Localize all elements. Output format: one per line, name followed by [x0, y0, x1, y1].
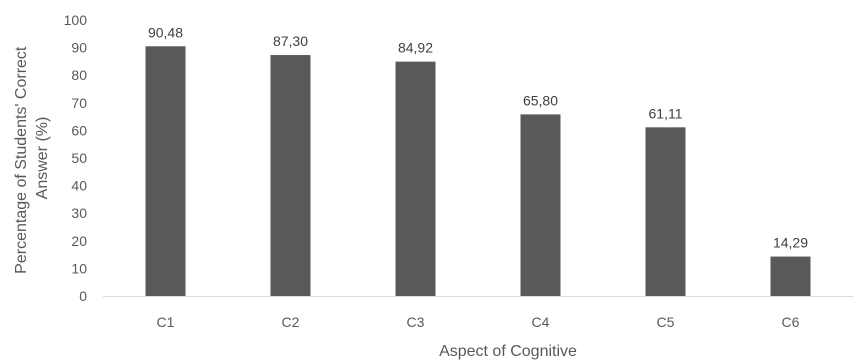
y-axis-title: Percentage of Students' Correct Answer (… — [13, 42, 51, 274]
y-tick-label: 100 — [64, 12, 88, 28]
y-axis-title-line-1: Percentage of Students' Correct — [13, 46, 30, 274]
x-tick-label: C6 — [782, 314, 800, 330]
y-tick-label: 90 — [71, 40, 87, 56]
y-axis-title-line-2: Answer (%) — [34, 117, 51, 200]
y-axis-ticks: 0 10 20 30 40 50 60 70 80 90 100 — [64, 12, 88, 304]
bar-c6 — [770, 256, 811, 296]
data-labels: 90,48 87,30 84,92 65,80 61,11 14,29 — [148, 24, 808, 250]
data-label: 65,80 — [523, 92, 558, 108]
y-tick-label: 50 — [71, 150, 87, 166]
x-axis-title: Aspect of Cognitive — [439, 343, 577, 360]
y-tick-label: 60 — [71, 122, 87, 138]
y-tick-label: 80 — [71, 67, 87, 83]
y-tick-label: 0 — [79, 288, 87, 304]
bar-c3 — [395, 61, 436, 296]
x-tick-label: C5 — [657, 314, 675, 330]
y-tick-label: 10 — [71, 260, 87, 276]
bar-c5 — [645, 127, 686, 297]
y-tick-label: 30 — [71, 205, 87, 221]
bar-c4 — [520, 114, 561, 296]
x-tick-label: C2 — [282, 314, 300, 330]
x-tick-label: C1 — [157, 314, 175, 330]
data-label: 90,48 — [148, 24, 183, 40]
bars — [145, 46, 811, 297]
data-label: 61,11 — [649, 105, 683, 121]
data-label: 14,29 — [773, 235, 808, 251]
x-tick-label: C4 — [532, 314, 550, 330]
x-axis-ticks: C1 C2 C3 C4 C5 C6 — [157, 314, 800, 330]
y-tick-label: 70 — [71, 95, 87, 111]
bar-c1 — [145, 46, 186, 296]
x-tick-label: C3 — [407, 314, 425, 330]
bar-c2 — [270, 55, 311, 296]
data-label: 84,92 — [398, 40, 433, 56]
y-tick-label: 20 — [71, 233, 87, 249]
y-tick-label: 40 — [71, 178, 87, 194]
data-label: 87,30 — [273, 33, 308, 49]
